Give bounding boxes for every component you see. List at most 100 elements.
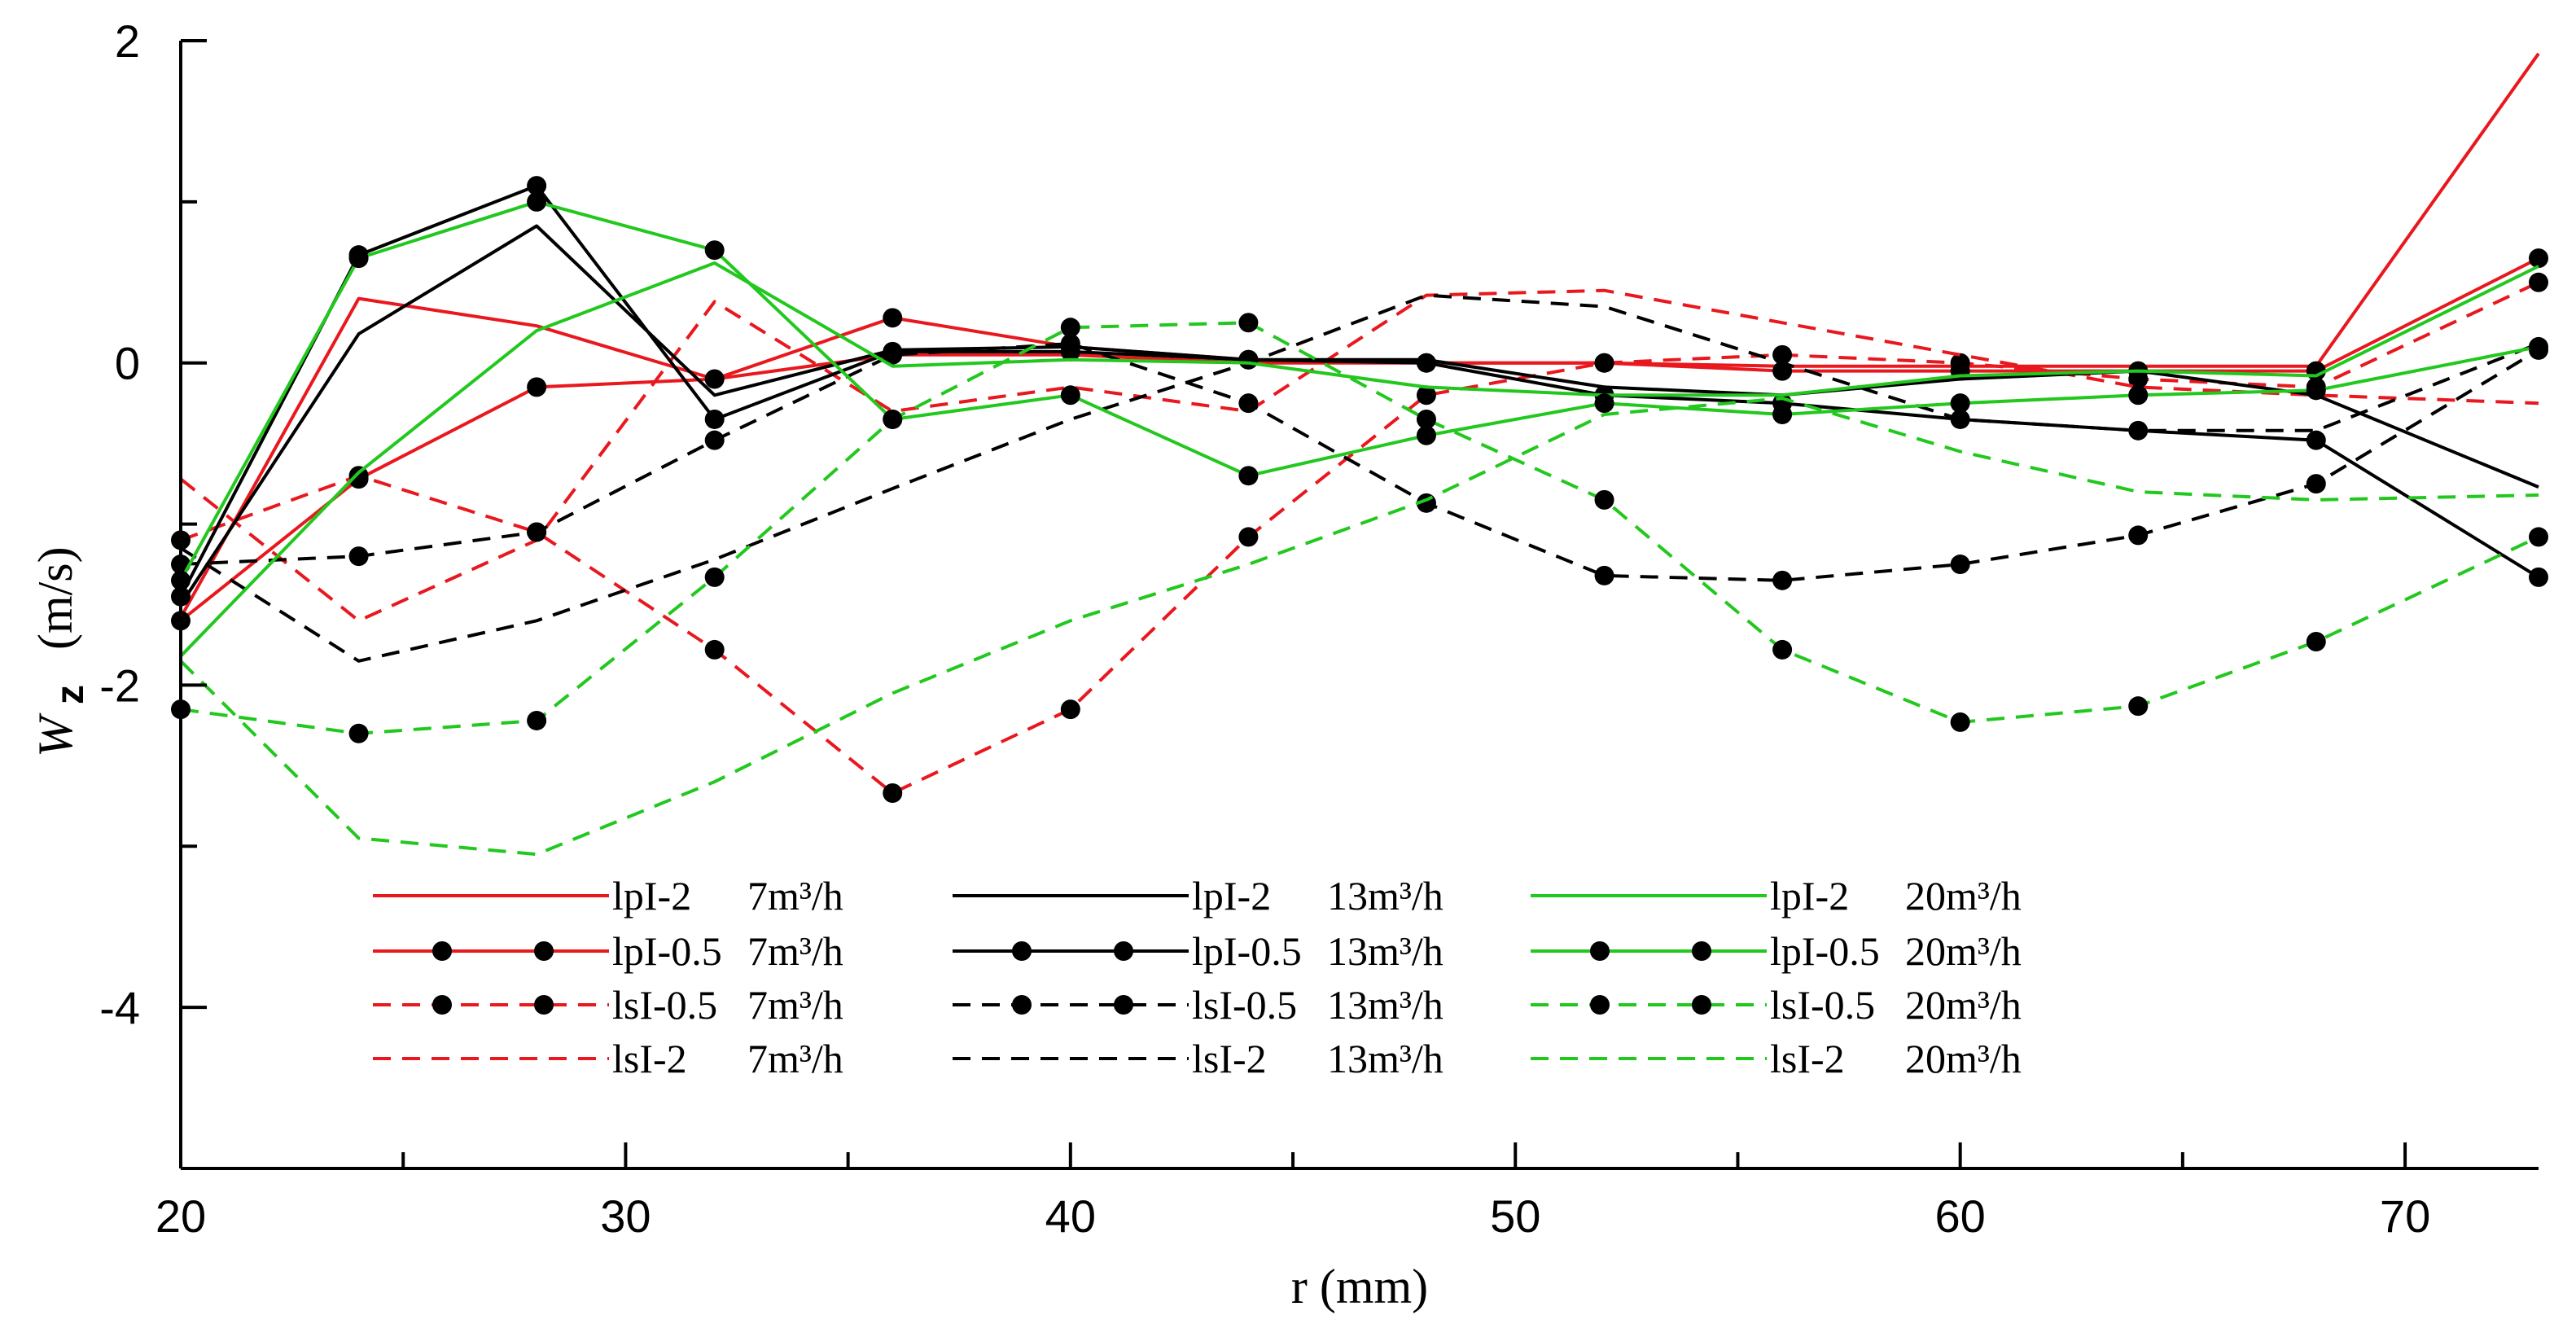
data-point (704, 409, 725, 429)
legend-entry: lsI-0.5 20m³/h (1531, 982, 2022, 1028)
legend-marker (1114, 941, 1133, 961)
data-point (2128, 696, 2149, 717)
data-point (1594, 489, 1614, 510)
data-point (348, 466, 369, 486)
legend-series-name: lsI-2 (1770, 1036, 1845, 1081)
legend-flow-label: 13m³/h (1327, 1036, 1444, 1081)
series-10 (171, 313, 2548, 743)
y-axis-unit: (m/s) (28, 546, 82, 650)
data-point (527, 522, 547, 542)
data-point (883, 308, 903, 328)
legend-marker (432, 995, 452, 1015)
data-point (348, 546, 369, 567)
legend-flow-label: 20m³/h (1905, 1036, 2022, 1081)
data-point (883, 409, 903, 429)
data-point (1238, 527, 1259, 547)
series-line (179, 256, 2539, 622)
legend-series-name: lsI-2 (1192, 1036, 1267, 1081)
data-point (704, 567, 725, 587)
y-axis-subscript: z (49, 685, 92, 704)
legend-entry: lpI-2 20m³/h (1531, 873, 2022, 918)
data-point (527, 176, 547, 196)
data-point (1238, 466, 1259, 486)
legend-marker (534, 995, 554, 1015)
data-point (348, 723, 369, 743)
y-tick-label: 0 (115, 338, 140, 389)
legend-series-name: lpI-2 (612, 873, 691, 918)
x-tick-label: 50 (1490, 1190, 1540, 1242)
legend-flow-label: 20m³/h (1905, 928, 2022, 974)
data-point (527, 377, 547, 397)
series-3 (179, 288, 2539, 623)
legend-entry: lpI-2 7m³/h (373, 873, 843, 918)
data-point (704, 369, 725, 389)
data-point (1060, 333, 1080, 353)
data-point (2529, 248, 2548, 269)
data-point (1950, 353, 1970, 373)
legend-series-name: lpI-2 (1192, 873, 1271, 918)
legend-series-name: lsI-2 (612, 1036, 687, 1081)
data-point (2306, 380, 2326, 401)
x-tick-label: 30 (600, 1190, 651, 1242)
series-line (180, 342, 2540, 582)
x-tick-label: 40 (1045, 1190, 1096, 1242)
series-line (179, 184, 2540, 598)
series-line (180, 280, 2539, 795)
legend-marker (534, 941, 554, 961)
legend-flow-label: 13m³/h (1327, 873, 1444, 918)
y-tick-label: 2 (115, 15, 140, 67)
legend-flow-label: 7m³/h (747, 873, 843, 918)
legend-entry: lpI-0.5 20m³/h (1531, 928, 2022, 974)
legend-marker (1590, 941, 1610, 961)
data-point (883, 344, 903, 365)
legend-series-name: lsI-0.5 (1192, 982, 1297, 1028)
y-axis-title: W z (m/s) (28, 546, 94, 757)
data-point (1238, 313, 1259, 333)
legend-entry: lsI-0.5 13m³/h (953, 982, 1444, 1028)
y-tick-label: -4 (99, 982, 140, 1033)
legend-flow-label: 20m³/h (1905, 982, 2022, 1028)
y-axis-title-text: W z (m/s) (28, 546, 94, 757)
data-point (1416, 409, 1436, 429)
data-point (1060, 385, 1080, 406)
data-point (2306, 474, 2326, 494)
series-8 (179, 261, 2539, 658)
legend: lpI-2 7m³/h lpI-0.5 7m³/h lsI-0.5 7m³/h lsI-2 7… (373, 873, 2022, 1081)
legend-flow-label: 13m³/h (1327, 982, 1444, 1028)
x-axis-title: r (mm) (1291, 1260, 1428, 1313)
data-point (2128, 385, 2149, 406)
data-point (1950, 393, 1970, 414)
data-point (2529, 336, 2548, 357)
data-point (1060, 699, 1080, 720)
legend-entry: lsI-0.5 7m³/h (373, 982, 843, 1028)
data-point (704, 240, 725, 261)
data-point (2128, 420, 2149, 441)
series-line (179, 199, 2539, 581)
data-point (2529, 527, 2548, 547)
data-point (704, 430, 725, 450)
legend-entry: lpI-0.5 7m³/h (373, 928, 843, 974)
data-point (527, 710, 547, 730)
series-11 (179, 397, 2539, 857)
legend-series-name: lpI-0.5 (1770, 928, 1880, 974)
data-point (1416, 385, 1436, 406)
legend-entry: lsI-2 20m³/h (1531, 1036, 2022, 1081)
legend-series-name: lpI-2 (1770, 873, 1849, 918)
data-point (2529, 272, 2548, 292)
legend-entry: lpI-2 13m³/h (953, 873, 1444, 918)
series-line (179, 224, 2539, 606)
data-point (1416, 353, 1436, 373)
legend-entry: lpI-0.5 13m³/h (953, 928, 1444, 974)
legend-series-name: lsI-0.5 (1770, 982, 1875, 1028)
legend-marker (1114, 995, 1133, 1015)
series-1 (171, 248, 2548, 631)
y-axis-symbol: W (28, 712, 82, 757)
legend-flow-label: 7m³/h (747, 1036, 843, 1081)
legend-marker (432, 941, 452, 961)
data-point (1594, 393, 1614, 414)
data-point (1950, 712, 1970, 732)
legend-flow-label: 7m³/h (747, 982, 843, 1028)
data-point (2529, 567, 2548, 587)
